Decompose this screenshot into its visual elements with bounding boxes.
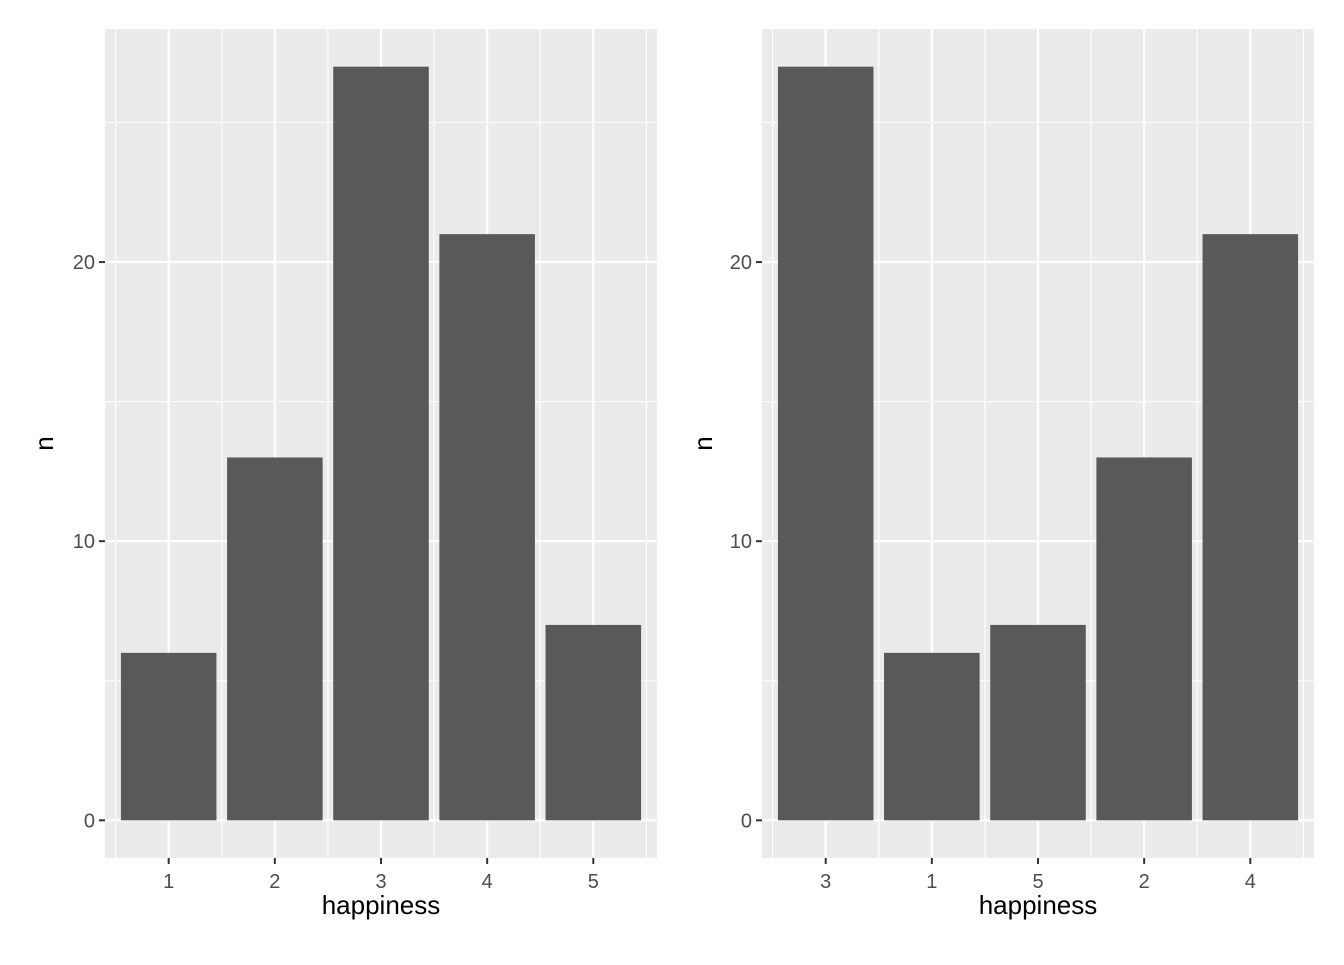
bar-5: [545, 624, 642, 821]
bar-2: [1096, 457, 1192, 821]
chart-panel-2: 0 10 20 3 1 5 2 4 happiness n: [688, 29, 1314, 920]
y-tick-label: 10: [730, 531, 752, 553]
x-tick-label: 3: [375, 871, 386, 893]
bar-4: [1202, 234, 1299, 821]
bar-1: [120, 652, 217, 821]
x-tick-label: 3: [820, 871, 831, 893]
y-axis-title: n: [29, 436, 59, 450]
y-tick-label: 0: [84, 810, 95, 832]
x-tick-label: 1: [163, 871, 174, 893]
y-tick-label: 20: [73, 252, 95, 274]
bar-1: [884, 652, 980, 821]
x-tick-label: 4: [482, 871, 493, 893]
y-tick-label: 20: [730, 252, 752, 274]
y-tick-label: 0: [741, 810, 752, 832]
x-axis-title: happiness: [979, 890, 1098, 920]
bar-4: [439, 234, 535, 821]
x-tick-label: 4: [1245, 871, 1256, 893]
x-tick-label: 1: [926, 871, 937, 893]
chart-panel-1: 0 10 20 1 2 3 4 5 happiness n: [29, 29, 657, 920]
bar-3: [333, 66, 429, 821]
x-axis-title: happiness: [322, 890, 441, 920]
y-tick-label: 10: [73, 531, 95, 553]
x-tick-label: 2: [269, 871, 280, 893]
bar-2: [227, 457, 323, 821]
x-tick-label: 5: [588, 871, 599, 893]
x-tick-label: 2: [1139, 871, 1150, 893]
bar-5: [990, 624, 1086, 821]
bar-3: [777, 66, 874, 821]
x-tick-label: 5: [1032, 871, 1043, 893]
y-axis-title: n: [688, 436, 718, 450]
